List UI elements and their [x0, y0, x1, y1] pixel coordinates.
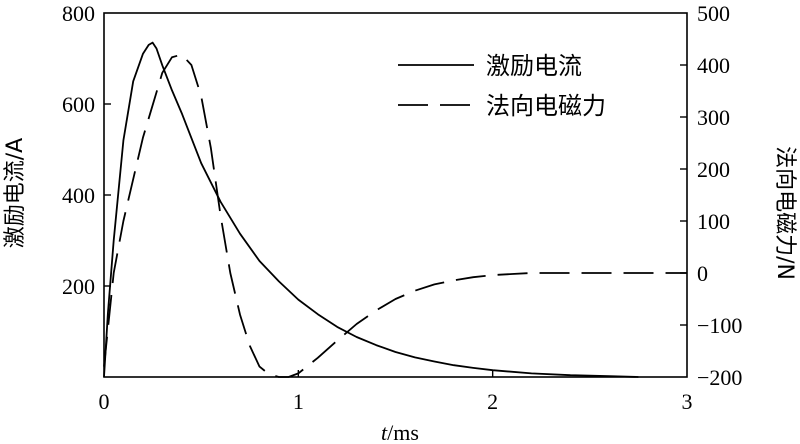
y-left-tick-label: 600	[62, 92, 95, 117]
y-right-tick-label: −100	[697, 313, 742, 338]
y-right-axis-label: 法向电磁力/N	[772, 146, 797, 280]
y-left-tick-label: 800	[62, 1, 95, 26]
y-right-tick-label: 200	[697, 157, 730, 182]
x-tick-label: 0	[99, 389, 110, 414]
y-right-tick-label: 400	[697, 53, 730, 78]
y-right-tick-label: 0	[697, 261, 708, 286]
y-left-tick-label: 400	[62, 183, 95, 208]
y-left-axis-label: 激励电流/A	[3, 138, 28, 248]
legend-label-2: 法向电磁力	[486, 92, 606, 120]
y-right-tick-label: −200	[697, 365, 742, 390]
x-axis-label-unit: /ms	[387, 420, 419, 444]
x-axis-label: t/ms	[381, 420, 419, 444]
x-axis-label-italic: t	[381, 420, 388, 444]
y-right-tick-label: 300	[697, 105, 730, 130]
series-line-1	[103, 41, 639, 378]
y-left-tick-label: 200	[62, 274, 95, 299]
series-line-2	[103, 53, 687, 378]
x-tick-label: 1	[293, 389, 304, 414]
x-tick-label: 3	[682, 389, 693, 414]
y-right-tick-label: 500	[697, 1, 730, 26]
y-right-tick-label: 100	[697, 209, 730, 234]
legend-label-1: 激励电流	[486, 52, 582, 80]
x-tick-label: 2	[487, 389, 498, 414]
